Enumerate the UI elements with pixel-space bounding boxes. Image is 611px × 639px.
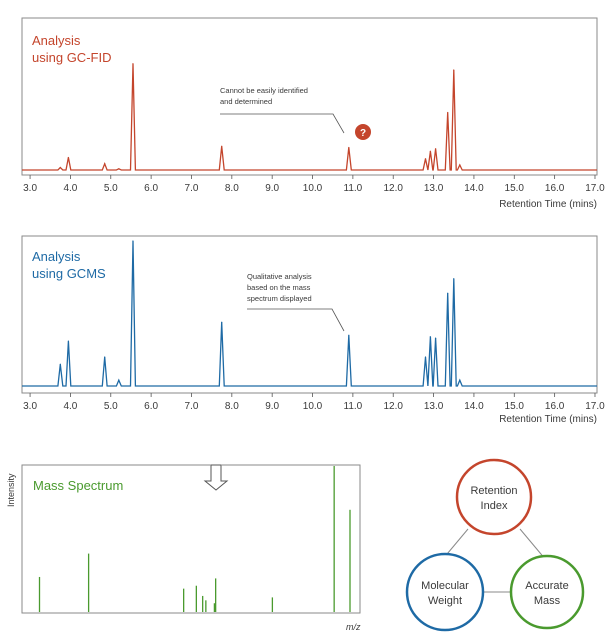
gc-fid-frame (21, 17, 598, 176)
gcms-peak-4 (118, 379, 120, 381)
gc-fid-x-axis-label: Retention Time (mins) (499, 199, 597, 210)
accurate-mass-label-line-1: Accurate (525, 580, 568, 592)
gc-fid-peak-6 (221, 145, 223, 147)
molecular-weight-node (405, 552, 485, 632)
gc-fid-annotation-line-1: Cannot be easily identified (220, 86, 308, 95)
gcms-annotation-line-1: Qualitative analysis (247, 272, 312, 281)
gcms-title-line-1: Analysis (32, 249, 81, 264)
gcms-tick-label-9: 11.0 (344, 401, 363, 412)
gc-fid-peak-3 (104, 163, 106, 165)
gc-fid-peak-11 (447, 111, 449, 114)
identification-diagram: Retention Index Molecular Weight Accurat… (405, 458, 585, 632)
gcms-tick-label-4: 6.0 (144, 401, 158, 412)
gc-fid-peak-10 (434, 148, 437, 150)
gcms-x-axis-label: Retention Time (mins) (499, 414, 597, 425)
gcms-trace (22, 240, 597, 387)
gcms-tick-label-6: 8.0 (225, 401, 239, 412)
gcms-peak-5 (132, 240, 134, 242)
gc-fid-tick-label-13: 15.0 (505, 183, 525, 194)
gc-fid-tick-label-11: 13.0 (424, 183, 444, 194)
gc-fid-tick-label-15: 17.0 (585, 183, 605, 194)
retention-index-node (455, 458, 533, 536)
gc-fid-tick-label-8: 10.0 (303, 183, 323, 194)
gc-fid-tick-label-4: 6.0 (144, 183, 158, 194)
gcms-chart: Analysis using GCMS 3.0 4.0 5.0 6.0 7.0 8.0 9.… (21, 235, 605, 425)
gcms-peak-6 (221, 321, 223, 323)
gc-fid-tick-label-1: 3.0 (23, 183, 37, 194)
gc-fid-peak-13 (459, 164, 461, 166)
mass-spectrum-frame (21, 464, 361, 614)
gcms-annotation-leader (247, 308, 345, 332)
gc-fid-peak-7 (348, 146, 350, 149)
gc-fid-annotation-leader (220, 113, 345, 134)
gc-fid-annotation-line-2: and determined (220, 97, 272, 106)
gc-fid-peak-1 (59, 166, 61, 169)
gc-fid-peak-4 (118, 168, 120, 170)
gcms-annotation-line-2: based on the mass (247, 283, 311, 292)
gcms-peak-2 (67, 340, 70, 342)
molecular-weight-label-line-1: Molecular (421, 580, 469, 592)
gcms-tick-label-15: 17.0 (585, 401, 605, 412)
gcms-title-line-2: using GCMS (32, 266, 106, 281)
gcms-tick-label-8: 10.0 (303, 401, 323, 412)
question-badge: ? (355, 124, 371, 140)
gc-fid-peak-9 (429, 150, 431, 152)
gcms-peak-11 (447, 292, 449, 294)
gc-fid-x-axis: 3.0 4.0 5.0 6.0 7.0 8.0 9.0 10.0 11.0 12.0 13.0 14.… (23, 175, 605, 194)
gcms-peak-12 (453, 278, 455, 280)
gc-fid-tick-label-10: 12.0 (383, 183, 403, 194)
gc-fid-peak-5 (132, 63, 134, 65)
mass-spectrum-bars (38, 466, 351, 612)
mass-spectrum-title: Mass Spectrum (33, 478, 123, 493)
gcms-tick-label-2: 4.0 (63, 401, 77, 412)
gcms-tick-label-7: 9.0 (265, 401, 279, 412)
gcms-peak-10 (434, 337, 437, 339)
gc-fid-tick-label-3: 5.0 (104, 183, 118, 194)
mass-spectrum-y-label: Intensity (6, 473, 16, 507)
retention-index-label-line-1: Retention (470, 485, 517, 497)
gcms-peak-13 (459, 379, 461, 381)
gc-fid-peak-12 (453, 69, 455, 71)
down-arrow-icon (203, 464, 229, 491)
gc-fid-tick-label-14: 16.0 (545, 183, 565, 194)
accurate-mass-node (509, 554, 585, 630)
gc-fid-tick-label-2: 4.0 (63, 183, 77, 194)
gcms-tick-label-14: 16.0 (545, 401, 565, 412)
gc-fid-tick-label-6: 8.0 (225, 183, 239, 194)
gcms-tick-label-12: 14.0 (464, 401, 484, 412)
gcms-tick-label-10: 12.0 (383, 401, 403, 412)
gcms-peak-8 (424, 356, 427, 358)
gc-fid-tick-label-9: 11.0 (344, 183, 363, 194)
gcms-tick-label-1: 3.0 (23, 401, 37, 412)
gcms-annotation-line-3: spectrum displayed (247, 294, 312, 303)
gc-fid-chart: Analysis using GC-FID 3.0 4.0 5.0 6.0 7.0 8.0… (21, 17, 605, 210)
gc-fid-tick-label-5: 7.0 (185, 183, 199, 194)
gcms-tick-label-11: 13.0 (424, 401, 444, 412)
gcms-tick-label-5: 7.0 (185, 401, 199, 412)
gc-fid-tick-label-12: 14.0 (464, 183, 484, 194)
gcms-peak-9 (429, 336, 431, 338)
mass-spectrum-x-label: m/z (346, 622, 361, 632)
gc-fid-title-line-2: using GC-FID (32, 50, 111, 65)
gcms-peak-1 (59, 363, 61, 365)
gcms-frame (21, 235, 598, 394)
gc-fid-peak-2 (67, 156, 70, 159)
gcms-peak-7 (348, 334, 350, 336)
gc-fid-peak-8 (424, 158, 427, 160)
gcms-x-axis: 3.0 4.0 5.0 6.0 7.0 8.0 9.0 10.0 11.0 12.0 13.0 14.… (23, 393, 605, 412)
gcms-tick-label-3: 5.0 (104, 401, 118, 412)
gcms-peak-3 (104, 356, 106, 358)
gcms-tick-label-13: 15.0 (505, 401, 525, 412)
accurate-mass-label-line-2: Mass (534, 595, 561, 607)
gc-fid-tick-label-7: 9.0 (265, 183, 279, 194)
retention-index-label-line-2: Index (481, 500, 508, 512)
mass-spectrum-chart: Mass Spectrum Intensity m/z (6, 464, 361, 632)
question-badge-label: ? (360, 128, 366, 139)
molecular-weight-label-line-2: Weight (428, 595, 462, 607)
gc-fid-title-line-1: Analysis (32, 33, 81, 48)
gc-fid-trace (22, 63, 597, 171)
